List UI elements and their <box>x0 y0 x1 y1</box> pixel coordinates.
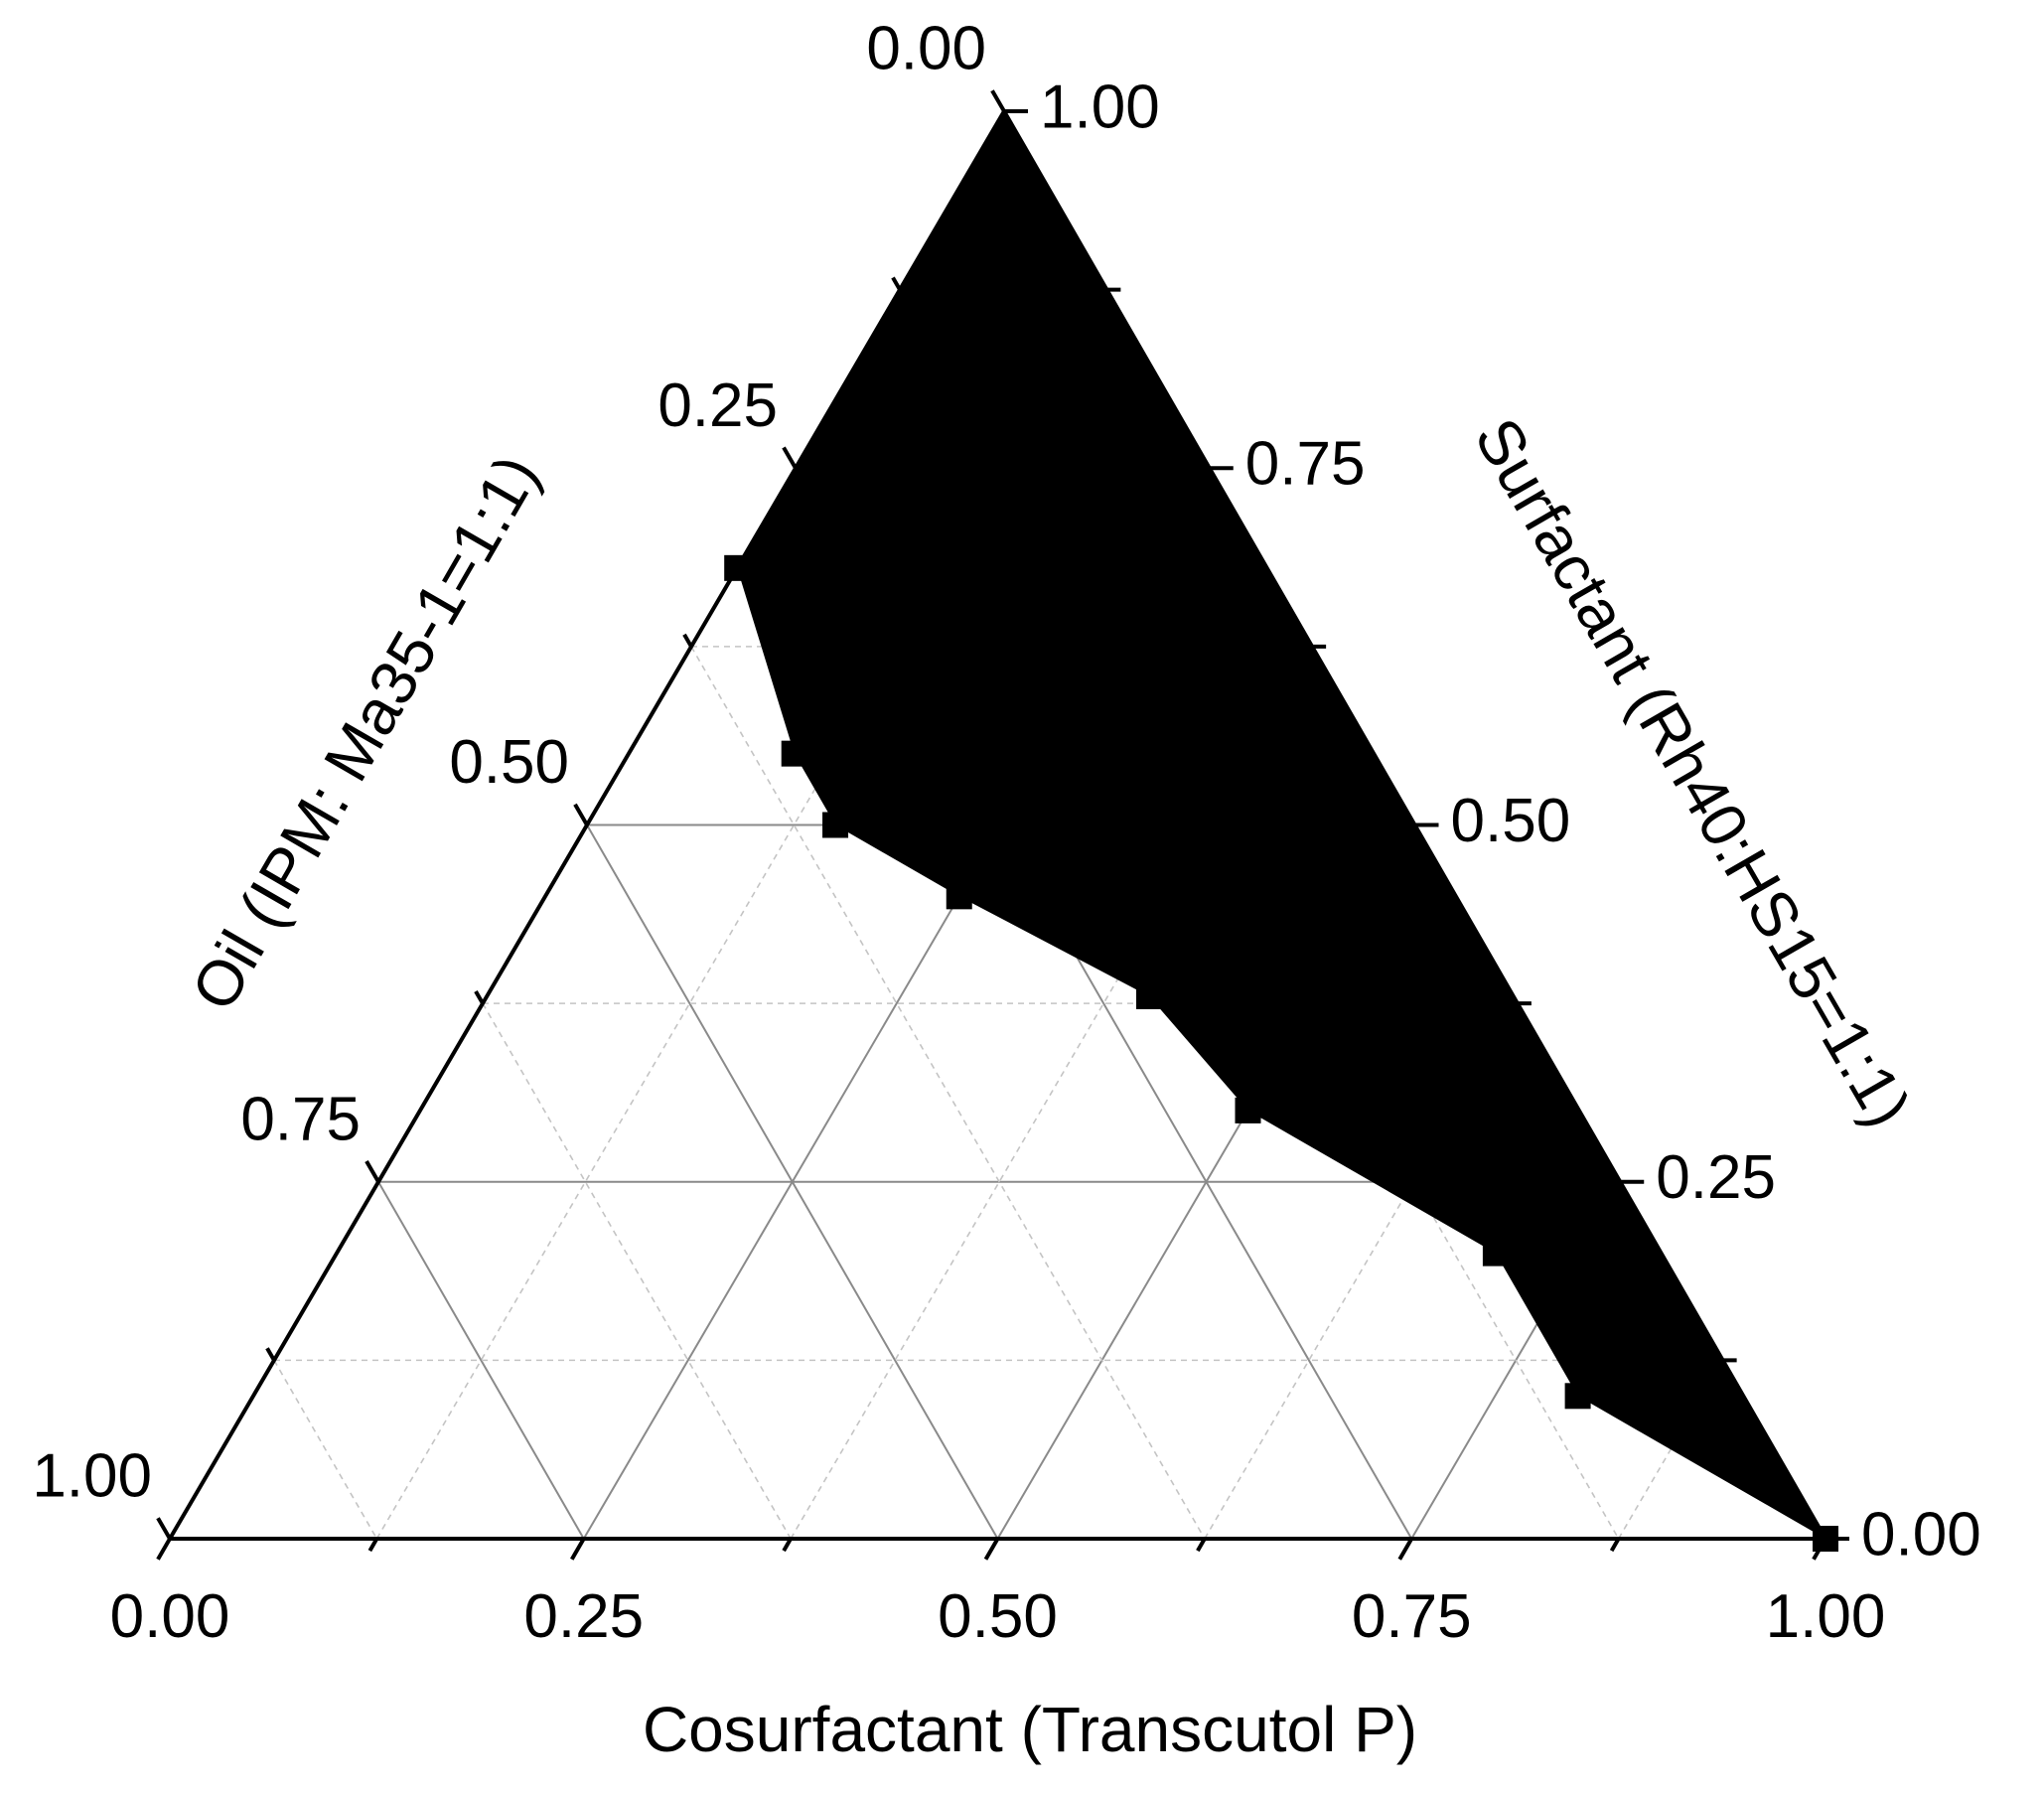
tick-mark <box>474 990 485 1005</box>
tick-mark <box>983 1537 1000 1561</box>
tick-mark <box>156 1537 172 1561</box>
tick-mark <box>1609 1537 1621 1553</box>
tick-mark <box>573 803 589 826</box>
grid-line <box>586 824 999 1540</box>
tick-mark <box>367 1537 379 1553</box>
tick-mark <box>365 1159 380 1183</box>
marker <box>724 554 751 581</box>
region <box>737 111 1826 1539</box>
tick-mark <box>891 276 902 291</box>
tick-label: 1.00 <box>1766 1582 1886 1651</box>
tick-label: 0.00 <box>110 1582 230 1651</box>
tick-label: 0.75 <box>1352 1582 1472 1651</box>
tick-mark <box>156 1517 172 1541</box>
grid-line <box>690 646 1206 1540</box>
tick-label: 0.50 <box>449 728 569 797</box>
tick-mark <box>1196 1537 1207 1553</box>
marker <box>1482 1240 1509 1267</box>
tick-label: 0.00 <box>866 15 986 83</box>
tick-mark <box>782 446 798 470</box>
tick-mark <box>782 1537 793 1553</box>
tick-label: 0.50 <box>938 1582 1058 1651</box>
tick-label: 0.75 <box>1245 430 1366 499</box>
marker <box>1813 1526 1838 1552</box>
tick-label: 1.00 <box>32 1442 152 1511</box>
tick-mark <box>990 89 1006 113</box>
tick-label: 0.25 <box>523 1582 644 1651</box>
marker <box>1235 1097 1261 1123</box>
axes: 0.00 0.25 0.50 0.75 1.00 0.00 0.25 0.50 0.75 1.00… <box>32 15 1980 1652</box>
marker <box>1136 982 1162 1009</box>
tick-label: 0.25 <box>1656 1143 1776 1212</box>
grid-line <box>377 1181 585 1540</box>
marker <box>781 740 807 767</box>
marker <box>946 883 972 910</box>
x-axis-title: Cosurfactant (Transcutol P) <box>643 1694 1417 1765</box>
tick-label: 1.00 <box>1040 73 1160 141</box>
tick-mark <box>265 1347 276 1362</box>
tick-label: 0.75 <box>240 1085 361 1153</box>
marker <box>1564 1383 1591 1410</box>
tick-mark <box>682 633 693 648</box>
tick-label: 0.25 <box>657 372 778 440</box>
tick-label: 0.00 <box>1861 1500 1981 1569</box>
tick-mark <box>570 1537 586 1561</box>
grid-line <box>482 1002 792 1540</box>
phase-region <box>737 111 1826 1539</box>
grid-line <box>273 1359 378 1540</box>
grid-line <box>790 646 1313 1540</box>
tick-label: 0.50 <box>1451 787 1571 855</box>
markers <box>724 554 1838 1552</box>
tick-mark <box>1397 1537 1413 1561</box>
marker <box>822 812 849 838</box>
